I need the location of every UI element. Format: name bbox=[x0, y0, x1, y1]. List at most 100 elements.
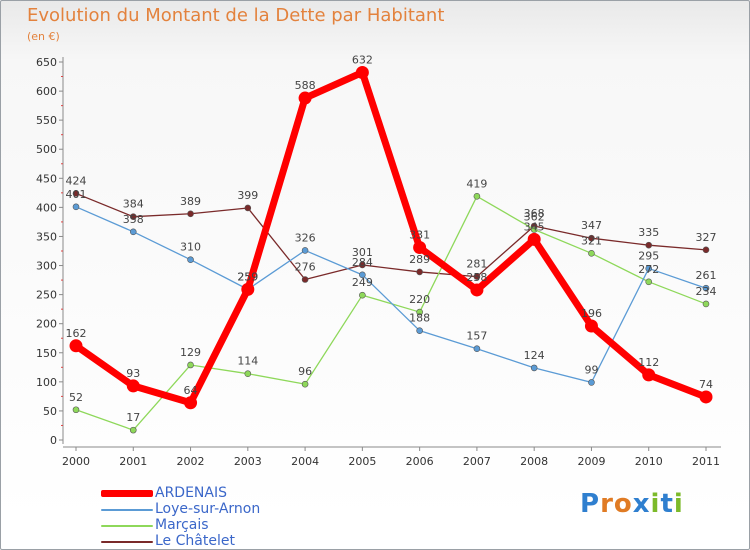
data-point bbox=[645, 278, 653, 286]
data-label: 362 bbox=[524, 210, 545, 223]
data-point bbox=[642, 368, 656, 382]
y-tick-label: 400 bbox=[36, 201, 57, 214]
data-label: 188 bbox=[409, 312, 430, 325]
logo-letter: t bbox=[660, 489, 674, 519]
data-point bbox=[588, 234, 595, 242]
data-label: 401 bbox=[66, 188, 87, 201]
x-tick-label: 2004 bbox=[291, 455, 319, 468]
series-line bbox=[75, 206, 707, 384]
data-point bbox=[530, 226, 538, 233]
data-label: 358 bbox=[123, 213, 144, 226]
data-label: 258 bbox=[466, 271, 487, 284]
data-point bbox=[416, 327, 423, 334]
data-label: 276 bbox=[295, 260, 316, 273]
data-label: 289 bbox=[409, 253, 430, 266]
legend-swatch bbox=[101, 509, 153, 511]
logo-letter: r bbox=[600, 489, 614, 519]
data-point bbox=[72, 203, 80, 211]
x-tick-label: 2007 bbox=[463, 455, 491, 468]
data-label: 368 bbox=[524, 207, 545, 220]
data-label: 399 bbox=[237, 189, 258, 202]
data-label: 327 bbox=[696, 231, 717, 244]
data-point bbox=[527, 232, 541, 246]
data-label: 114 bbox=[237, 355, 258, 368]
data-point bbox=[470, 283, 484, 297]
series-line bbox=[72, 68, 710, 407]
data-point bbox=[359, 261, 366, 269]
x-tick-label: 2005 bbox=[348, 455, 376, 468]
data-label: 74 bbox=[699, 378, 713, 391]
data-point bbox=[359, 291, 366, 299]
y-tick-label: 500 bbox=[36, 143, 57, 156]
y-tick-label: 250 bbox=[36, 289, 57, 302]
logo-letter: i bbox=[650, 489, 661, 519]
legend-swatch bbox=[101, 490, 153, 497]
data-point bbox=[359, 271, 366, 279]
logo-letter: x bbox=[632, 489, 651, 519]
x-tick-label: 2001 bbox=[119, 455, 147, 468]
data-point bbox=[129, 228, 137, 236]
data-label: 632 bbox=[352, 53, 373, 66]
data-label: 310 bbox=[180, 241, 201, 254]
data-point bbox=[702, 284, 710, 292]
data-point bbox=[184, 396, 198, 410]
legend-swatch bbox=[101, 525, 153, 527]
data-label: 259 bbox=[237, 270, 258, 283]
data-point bbox=[584, 319, 598, 333]
data-point bbox=[588, 379, 595, 386]
data-label: 112 bbox=[638, 356, 659, 369]
series-line bbox=[75, 192, 707, 281]
data-point bbox=[244, 204, 252, 212]
data-point bbox=[129, 426, 137, 434]
data-label: 64 bbox=[184, 384, 198, 397]
proxiti-logo: Proxiti bbox=[580, 489, 684, 519]
chart-title: Evolution du Montant de la Dette par Hab… bbox=[27, 5, 445, 26]
data-point bbox=[69, 339, 83, 353]
data-point bbox=[244, 370, 252, 378]
data-point bbox=[416, 308, 423, 316]
data-point bbox=[413, 241, 427, 255]
y-tick-label: 0 bbox=[50, 434, 57, 447]
data-point bbox=[645, 265, 653, 272]
data-point bbox=[473, 273, 481, 280]
legend-label: ARDENAIS bbox=[155, 485, 227, 501]
data-label: 259 bbox=[237, 270, 258, 283]
data-label: 249 bbox=[352, 276, 373, 289]
y-tick-label: 200 bbox=[36, 318, 57, 331]
data-point bbox=[129, 213, 137, 220]
data-point bbox=[187, 210, 194, 218]
data-label: 261 bbox=[696, 269, 717, 282]
data-label: 99 bbox=[584, 363, 598, 376]
y-tick-label: 50 bbox=[43, 405, 57, 418]
x-tick-label: 2002 bbox=[177, 455, 205, 468]
y-tick-label: 550 bbox=[36, 114, 57, 127]
x-tick-label: 2000 bbox=[62, 455, 90, 468]
data-label: 345 bbox=[524, 220, 545, 233]
data-point bbox=[72, 406, 80, 414]
data-point bbox=[702, 300, 710, 308]
data-point bbox=[72, 190, 80, 197]
y-tick-label: 450 bbox=[36, 172, 57, 185]
x-tick-label: 2011 bbox=[692, 455, 720, 468]
data-point bbox=[645, 241, 653, 249]
data-label: 384 bbox=[123, 198, 144, 211]
y-tick-label: 300 bbox=[36, 260, 57, 273]
data-label: 326 bbox=[295, 231, 316, 244]
data-point bbox=[301, 247, 309, 254]
x-tick-label: 2003 bbox=[234, 455, 262, 468]
y-tick-label: 650 bbox=[36, 56, 57, 69]
y-tick-label: 600 bbox=[36, 85, 57, 98]
data-point bbox=[187, 361, 194, 369]
data-point bbox=[355, 65, 369, 79]
data-label: 234 bbox=[696, 285, 717, 298]
x-tick-label: 2006 bbox=[406, 455, 434, 468]
data-label: 284 bbox=[352, 256, 373, 269]
data-label: 272 bbox=[638, 263, 659, 276]
data-point bbox=[473, 193, 481, 200]
data-label: 220 bbox=[409, 293, 430, 306]
data-label: 129 bbox=[180, 346, 201, 359]
data-label: 96 bbox=[298, 365, 312, 378]
data-label: 419 bbox=[466, 177, 487, 190]
data-point bbox=[588, 250, 595, 257]
